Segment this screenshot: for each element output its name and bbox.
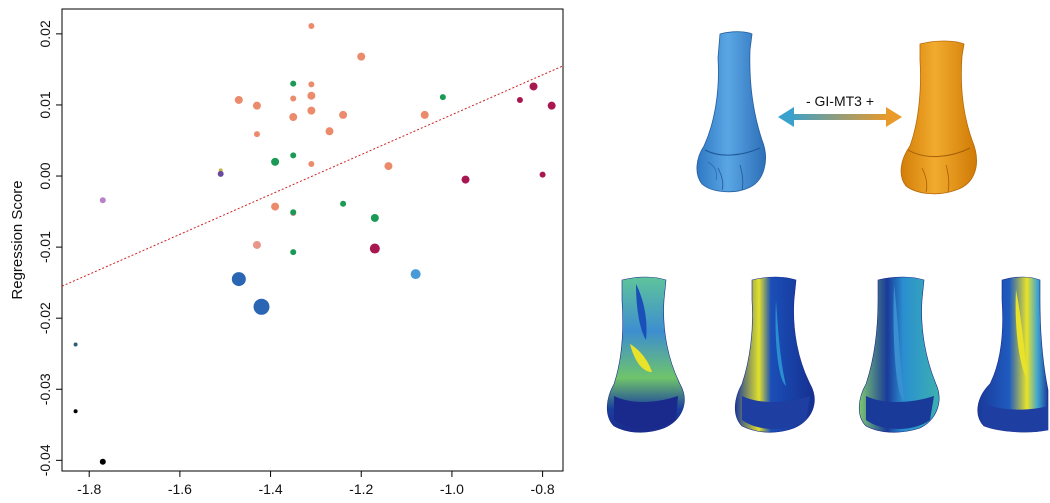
data-point: [253, 131, 260, 138]
x-tick-label: -1.0: [440, 481, 464, 497]
data-point: [271, 157, 280, 166]
arrow-head-left: [778, 107, 794, 127]
y-tick-label: -0.04: [37, 444, 53, 476]
heatmap-bone-4: [977, 276, 1049, 433]
regression-line: [61, 65, 564, 287]
heatmap-bone-3: [858, 276, 940, 433]
data-point: [253, 298, 270, 315]
x-axis: -1.8 -1.6 -1.4 -1.2 -1.0 -0.8: [77, 471, 555, 497]
data-point: [369, 243, 380, 254]
y-tick-label: -0.02: [37, 302, 53, 334]
data-point: [231, 272, 246, 287]
data-points: [73, 23, 556, 465]
data-point: [290, 209, 297, 216]
scatter-plot: -1.8 -1.6 -1.4 -1.2 -1.0 -0.8 -0.04 -0.03 -0.02…: [9, 8, 564, 497]
data-point: [461, 175, 470, 184]
data-point: [308, 81, 315, 88]
gi-mt3-arrow: - GI-MT3 +: [778, 93, 902, 127]
data-point: [307, 91, 316, 100]
heatmap-bone-2: [734, 276, 815, 433]
data-point: [439, 94, 446, 101]
x-tick-label: -1.8: [77, 481, 101, 497]
data-point: [325, 127, 334, 136]
data-point: [73, 342, 78, 347]
x-tick-label: -1.2: [349, 481, 373, 497]
data-point: [547, 101, 556, 110]
data-point: [307, 106, 316, 115]
data-point: [290, 95, 297, 102]
data-point: [339, 110, 348, 119]
data-point: [234, 95, 243, 104]
arrow-label: - GI-MT3 +: [806, 93, 874, 109]
data-point: [99, 197, 106, 204]
data-point: [308, 23, 315, 30]
x-tick-label: -1.4: [258, 481, 282, 497]
y-tick-label: 0.01: [37, 91, 53, 118]
y-axis: -0.04 -0.03 -0.02 -0.01 0.00 0.01 0.02: [37, 20, 62, 476]
data-point: [252, 240, 261, 249]
data-point: [370, 213, 379, 222]
y-tick-label: 0.02: [37, 20, 53, 47]
data-point: [357, 52, 366, 61]
arrow-shaft: [788, 114, 888, 120]
bone-model-orange: [900, 40, 977, 195]
data-point: [290, 152, 297, 159]
y-axis-title: Regression Score: [9, 180, 26, 299]
arrow-head-right: [886, 107, 902, 127]
data-point: [308, 160, 315, 167]
data-point: [73, 409, 78, 414]
heatmap-bone-1: [606, 276, 685, 433]
y-tick-label: 0.00: [37, 162, 53, 189]
data-point: [420, 110, 429, 119]
data-point: [252, 101, 261, 110]
data-point: [410, 269, 421, 280]
plot-frame: [61, 8, 564, 472]
data-point: [539, 171, 546, 178]
data-point: [99, 458, 106, 465]
data-point: [271, 202, 280, 211]
data-point: [217, 170, 224, 177]
data-point: [516, 96, 523, 103]
data-point: [289, 113, 298, 122]
data-point: [290, 80, 297, 87]
data-point: [384, 162, 393, 171]
y-tick-label: -0.03: [37, 373, 53, 405]
data-point: [340, 200, 347, 207]
data-point: [529, 82, 538, 91]
data-point: [290, 249, 297, 256]
x-tick-label: -1.6: [168, 481, 192, 497]
x-tick-label: -0.8: [531, 481, 555, 497]
bone-model-blue: [696, 31, 766, 193]
y-tick-label: -0.01: [37, 231, 53, 263]
